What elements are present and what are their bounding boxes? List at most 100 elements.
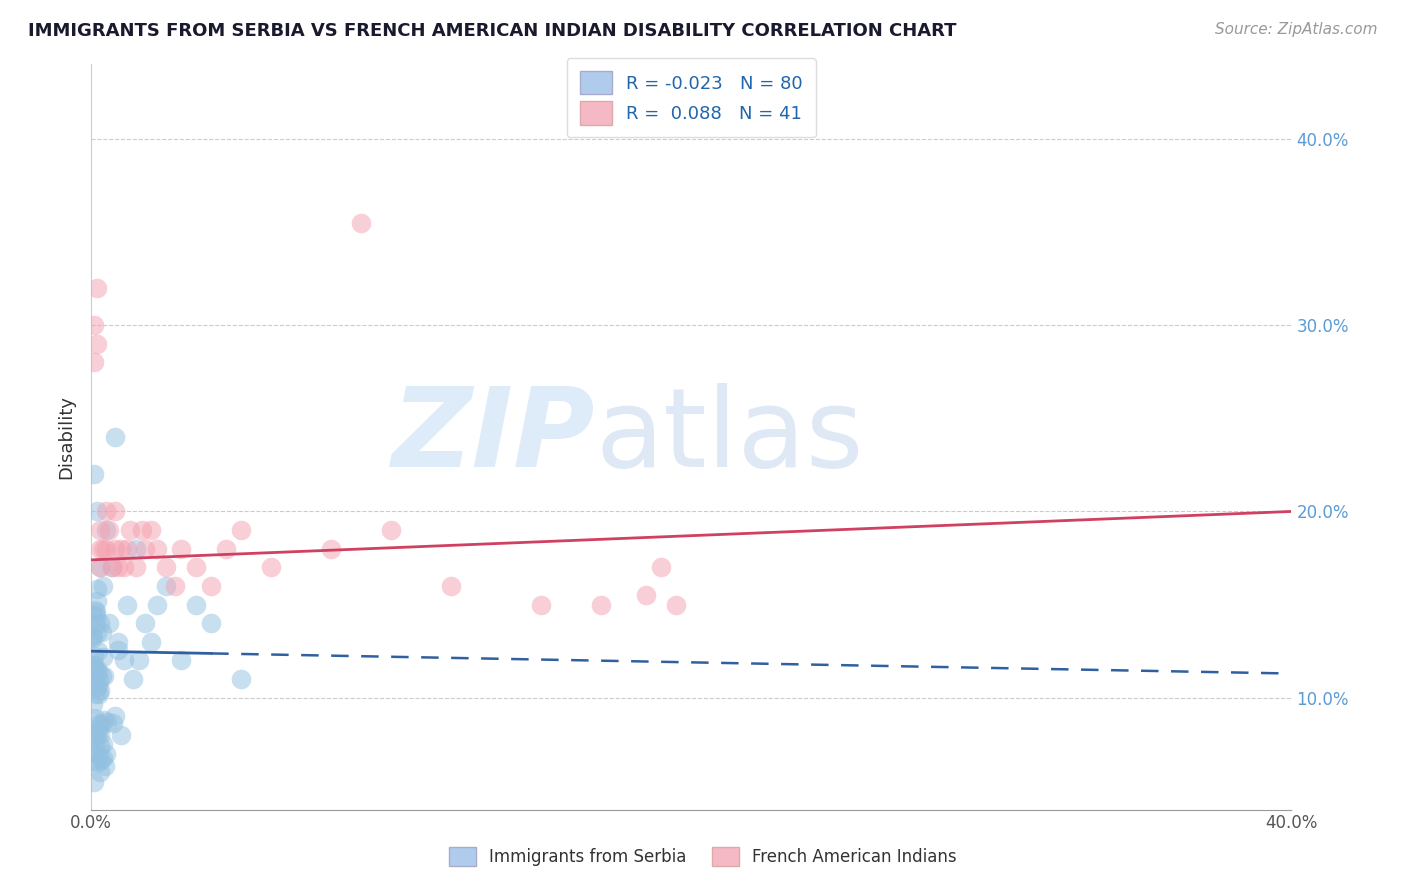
Text: ZIP: ZIP (392, 384, 595, 491)
Point (80, 628, 103, 642)
Point (83, 648, 105, 663)
Point (125, 560, 148, 574)
Point (89, 683, 111, 698)
Point (91, 751, 114, 765)
Point (89, 765, 111, 780)
Point (321, 541, 343, 556)
Point (134, 541, 156, 556)
Point (86, 281, 108, 295)
Point (89, 560, 111, 574)
Point (125, 541, 148, 556)
Point (104, 541, 127, 556)
Point (86, 594, 108, 608)
Point (141, 523, 163, 537)
Point (107, 643, 129, 657)
Point (170, 653, 193, 667)
Point (86, 722, 108, 736)
Point (110, 541, 132, 556)
Point (89, 615, 111, 630)
Point (91, 541, 114, 556)
Point (84, 617, 107, 632)
Point (84, 711, 107, 725)
Point (131, 523, 153, 537)
Point (96, 541, 118, 556)
Point (93, 649, 115, 664)
Point (91, 579, 114, 593)
Point (89, 560, 111, 574)
Legend: R = -0.023   N = 80, R =  0.088   N = 41: R = -0.023 N = 80, R = 0.088 N = 41 (567, 59, 815, 137)
Point (260, 560, 283, 574)
Legend: Immigrants from Serbia, French American Indians: Immigrants from Serbia, French American … (441, 838, 965, 875)
Point (104, 430, 127, 444)
Point (231, 523, 253, 537)
Point (82, 698, 104, 712)
Point (82, 608, 104, 623)
Point (89, 739, 111, 753)
Point (86, 756, 108, 770)
Point (101, 560, 124, 574)
Point (87, 644, 110, 658)
Point (83, 755, 105, 769)
Point (84, 687, 107, 701)
Point (86, 679, 108, 693)
Point (83, 736, 105, 750)
Point (83, 355, 105, 369)
Point (83, 673, 105, 687)
Point (98, 616, 121, 631)
Text: atlas: atlas (595, 384, 863, 491)
Point (93, 669, 115, 683)
Point (115, 541, 138, 556)
Point (186, 598, 208, 612)
Point (96, 523, 118, 537)
Point (231, 672, 253, 686)
Point (84, 609, 107, 624)
Text: Source: ZipAtlas.com: Source: ZipAtlas.com (1215, 22, 1378, 37)
Point (83, 318, 105, 333)
Point (86, 626, 108, 640)
Point (89, 687, 111, 701)
Point (128, 653, 150, 667)
Point (104, 504, 127, 518)
Point (82, 744, 104, 758)
Point (530, 598, 553, 612)
Point (86, 747, 108, 762)
Point (96, 504, 118, 518)
Point (89, 523, 111, 537)
Point (90, 753, 112, 767)
Point (82, 631, 104, 645)
Point (83, 774, 105, 789)
Point (84, 730, 107, 744)
Point (89, 728, 111, 742)
Point (141, 635, 163, 649)
Point (87, 665, 110, 679)
Point (200, 616, 222, 631)
Point (440, 579, 463, 593)
Point (350, 216, 373, 230)
Text: IMMIGRANTS FROM SERBIA VS FRENCH AMERICAN INDIAN DISABILITY CORRELATION CHART: IMMIGRANTS FROM SERBIA VS FRENCH AMERICA… (28, 22, 956, 40)
Point (82, 658, 104, 673)
Point (650, 560, 672, 574)
Point (86, 336, 108, 351)
Point (80, 629, 103, 643)
Point (89, 541, 111, 556)
Point (83, 662, 105, 676)
Point (84, 603, 107, 617)
Point (591, 598, 613, 612)
Point (380, 523, 402, 537)
Point (84, 605, 107, 619)
Point (107, 635, 129, 649)
Point (94, 759, 117, 773)
Point (98, 523, 121, 537)
Point (115, 598, 138, 612)
Point (87, 715, 110, 730)
Point (86, 662, 108, 676)
Point (215, 541, 238, 556)
Point (165, 579, 187, 593)
Point (96, 715, 118, 730)
Point (155, 560, 177, 574)
Point (110, 728, 132, 742)
Point (91, 625, 114, 640)
Point (155, 579, 177, 593)
Point (83, 467, 105, 482)
Point (96, 747, 118, 761)
